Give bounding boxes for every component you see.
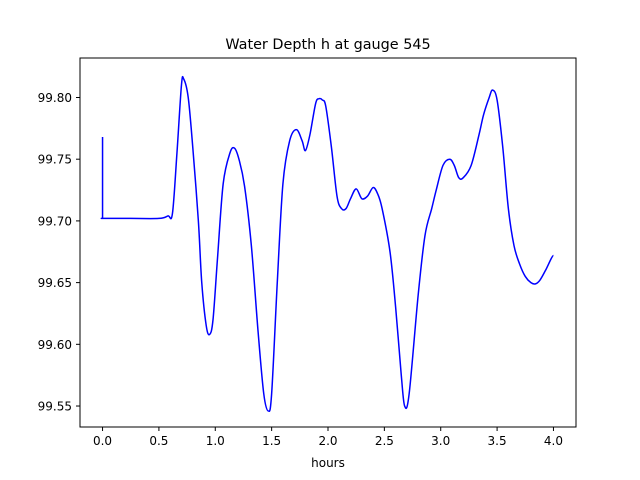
- axes-frame: [79, 57, 577, 428]
- x-tick-label: 0.0: [93, 434, 112, 448]
- y-tick-label: 99.60: [38, 338, 72, 352]
- x-tick-label: 3.5: [488, 434, 507, 448]
- x-tick-label: 3.0: [431, 434, 450, 448]
- x-axis-ticks: 0.0 0.5 1.0 1.5 2.0 2.5 3.0 3.5 4.0: [93, 427, 563, 448]
- y-tick-label: 99.75: [38, 153, 72, 167]
- x-tick-label: 2.5: [375, 434, 394, 448]
- x-tick-label: 0.5: [149, 434, 168, 448]
- y-tick-label: 99.80: [38, 91, 72, 105]
- water-depth-series-line: [100, 75, 554, 413]
- y-tick-label: 99.70: [38, 214, 72, 228]
- x-tick-label: 4.0: [544, 434, 563, 448]
- plot-area: [100, 75, 554, 413]
- x-tick-label: 2.0: [318, 434, 337, 448]
- x-axis-label: hours: [311, 456, 345, 470]
- chart-title: Water Depth h at gauge 545: [225, 37, 430, 53]
- y-tick-label: 99.65: [38, 276, 72, 290]
- y-tick-label: 99.55: [38, 400, 72, 414]
- x-tick-label: 1.5: [262, 434, 281, 448]
- x-tick-label: 1.0: [206, 434, 225, 448]
- y-axis-ticks: 99.55 99.60 99.65 99.70 99.75 99.80: [38, 91, 80, 414]
